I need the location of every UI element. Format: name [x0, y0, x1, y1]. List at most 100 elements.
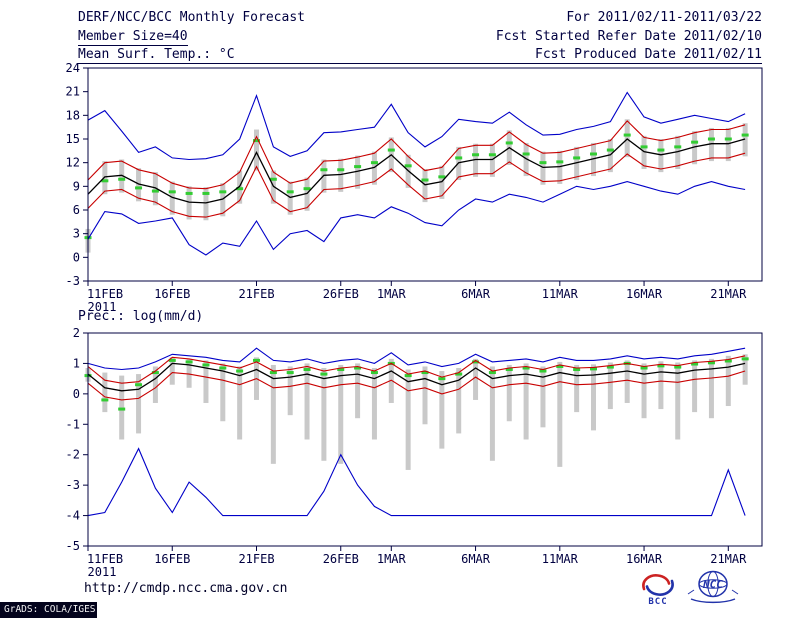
- x-tick-label: 16MAR: [626, 287, 663, 301]
- ensemble-median-marker: [741, 357, 749, 361]
- ensemble-spread-bar: [557, 150, 563, 184]
- ensemble-median-marker: [522, 152, 530, 156]
- ensemble-median-marker: [202, 191, 210, 195]
- ensemble-spread-bar: [692, 360, 698, 413]
- ensemble-spread-bar: [607, 362, 613, 410]
- ensemble-median-marker: [253, 139, 260, 143]
- y-tick-label: -2: [66, 448, 80, 462]
- x-tick-label: 6MAR: [461, 552, 491, 566]
- forecast-period: For 2011/02/11-2011/03/22: [566, 10, 762, 25]
- ensemble-spread-bar: [203, 187, 209, 221]
- ensemble-median-marker: [337, 168, 345, 172]
- lower-quartile-line: [87, 370, 746, 401]
- ensemble-median-marker: [370, 371, 378, 375]
- ensemble-median-marker: [505, 141, 513, 145]
- ensemble-spread-bar: [203, 360, 209, 403]
- ensemble-mean-line: [87, 138, 746, 204]
- member-size-label: Member Size=40: [78, 29, 188, 46]
- ensemble-median-marker: [202, 363, 210, 367]
- header-divider: [78, 63, 762, 64]
- bcc-logo-text: BCC: [648, 597, 668, 607]
- ensemble-median-marker: [219, 366, 227, 370]
- ensemble-spread-bar: [473, 358, 479, 400]
- grads-credit: GrADS: COLA/IGES: [0, 602, 97, 618]
- ensemble-spread-bar: [540, 366, 546, 428]
- ensemble-spread-bar: [725, 127, 731, 162]
- ensemble-spread-bar: [254, 129, 259, 171]
- x-tick-label: 21FEB: [238, 287, 274, 301]
- y-tick-label: 1: [73, 356, 80, 370]
- ensemble-median-marker: [573, 156, 581, 160]
- ensemble-max-line: [87, 91, 746, 161]
- x-tick-label: 16FEB: [154, 287, 190, 301]
- ensemble-median-marker: [556, 160, 564, 164]
- ensemble-spread-bar: [439, 165, 445, 199]
- y-tick-label: 24: [66, 61, 80, 75]
- ensemble-spread-bar: [136, 374, 142, 434]
- ensemble-spread-bar: [186, 358, 192, 388]
- x-tick-label: 1MAR: [377, 287, 407, 301]
- y-tick-label: 6: [73, 203, 80, 217]
- ensemble-median-marker: [438, 175, 446, 179]
- ensemble-spread-bar: [388, 358, 394, 403]
- y-tick-label: -1: [66, 417, 80, 431]
- plot-frame: [87, 332, 763, 547]
- ensemble-median-marker: [236, 369, 244, 373]
- ensemble-spread-bar: [405, 369, 411, 470]
- upper-quartile-line: [87, 355, 746, 384]
- ensemble-median-marker: [387, 148, 395, 152]
- temperature-chart-title: Mean Surf. Temp.: °C: [78, 47, 235, 62]
- ensemble-spread-bar: [591, 142, 596, 177]
- ensemble-median-marker: [657, 364, 665, 368]
- x-tick-label: 21MAR: [710, 287, 747, 301]
- ensemble-median-marker: [354, 366, 362, 370]
- ensemble-spread-bar: [506, 364, 512, 422]
- ncc-logo-text: NCC: [702, 578, 723, 591]
- ensemble-median-marker: [606, 365, 614, 369]
- ensemble-spread-bar: [270, 170, 276, 204]
- ensemble-median-marker: [421, 178, 429, 182]
- x-tick-label: 26FEB: [323, 552, 359, 566]
- x-tick-label: 11FEB: [87, 287, 123, 301]
- ensemble-median-marker: [101, 398, 109, 402]
- ensemble-median-marker: [691, 362, 699, 366]
- ensemble-median-marker: [118, 177, 126, 181]
- y-tick-label: 2: [73, 326, 80, 340]
- ensemble-median-marker: [505, 368, 513, 372]
- ensemble-median-marker: [337, 368, 345, 372]
- lower-quartile-line: [87, 152, 746, 218]
- ensemble-spread-bar: [591, 364, 596, 431]
- ensemble-median-marker: [219, 190, 227, 194]
- ensemble-median-marker: [151, 371, 159, 375]
- ensemble-spread-bar: [557, 361, 563, 467]
- ensemble-spread-bar: [574, 146, 580, 181]
- ensemble-median-marker: [539, 161, 547, 165]
- ensemble-mean-line: [87, 362, 746, 392]
- ensemble-median-marker: [135, 383, 143, 387]
- ensemble-min-line: [87, 447, 746, 517]
- ensemble-spread-bar: [708, 127, 714, 162]
- x-tick-sublabel: 2011: [88, 565, 117, 579]
- ensemble-median-marker: [707, 361, 715, 365]
- ensemble-median-marker: [590, 152, 597, 156]
- ensemble-spread-bar: [641, 135, 647, 169]
- ensemble-median-marker: [151, 189, 159, 193]
- ensemble-spread-bar: [152, 172, 158, 206]
- ensemble-median-marker: [354, 165, 362, 169]
- ensemble-median-marker: [269, 371, 277, 375]
- y-tick-label: 12: [66, 156, 80, 170]
- ensemble-spread-bar: [422, 366, 428, 425]
- ensemble-spread-bar: [574, 364, 580, 413]
- x-tick-label: 11FEB: [87, 552, 123, 566]
- ensemble-median-marker: [455, 372, 463, 376]
- ensemble-min-line: [87, 181, 746, 256]
- ensemble-spread-bar: [692, 131, 698, 165]
- ensemble-median-marker: [674, 145, 682, 149]
- ensemble-spread-bar: [287, 366, 293, 416]
- x-tick-label: 26FEB: [323, 287, 359, 301]
- upper-quartile-line: [87, 120, 746, 190]
- ensemble-median-marker: [674, 365, 682, 369]
- ensemble-median-marker: [253, 358, 260, 362]
- ensemble-spread-bar: [220, 363, 226, 422]
- ensemble-spread-bar: [473, 143, 479, 177]
